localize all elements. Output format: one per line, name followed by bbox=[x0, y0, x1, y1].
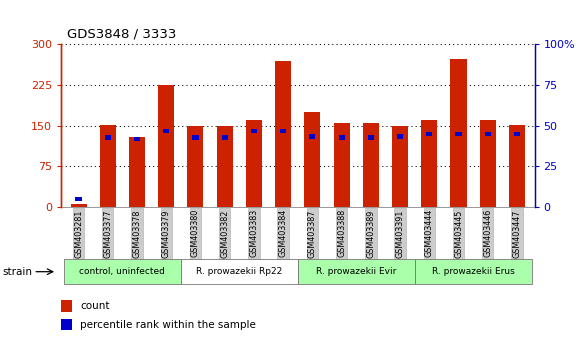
Bar bbox=[297, 259, 415, 284]
Text: control, uninfected: control, uninfected bbox=[80, 267, 166, 276]
Text: percentile rank within the sample: percentile rank within the sample bbox=[80, 320, 256, 330]
Text: strain: strain bbox=[3, 267, 33, 277]
Bar bbox=[397, 135, 403, 139]
Bar bbox=[129, 137, 145, 207]
Text: count: count bbox=[80, 301, 110, 311]
Bar bbox=[485, 132, 491, 136]
Bar bbox=[421, 120, 437, 207]
Bar bbox=[415, 259, 532, 284]
Bar bbox=[339, 136, 345, 140]
Bar bbox=[480, 120, 496, 207]
Text: R. prowazekii Erus: R. prowazekii Erus bbox=[432, 267, 515, 276]
Bar bbox=[76, 197, 81, 201]
Bar bbox=[280, 129, 286, 133]
Bar bbox=[70, 204, 87, 207]
Bar bbox=[221, 136, 228, 140]
Bar bbox=[163, 129, 169, 133]
Bar bbox=[251, 129, 257, 133]
Bar bbox=[158, 85, 174, 207]
Bar bbox=[309, 135, 315, 139]
Bar bbox=[304, 112, 320, 207]
Text: R. prowazekii Evir: R. prowazekii Evir bbox=[316, 267, 396, 276]
Bar bbox=[181, 259, 297, 284]
Bar bbox=[456, 132, 461, 136]
Bar bbox=[134, 137, 140, 141]
Bar bbox=[509, 125, 525, 207]
Bar bbox=[64, 259, 181, 284]
Bar bbox=[333, 123, 350, 207]
Bar bbox=[217, 126, 233, 207]
Text: GDS3848 / 3333: GDS3848 / 3333 bbox=[67, 28, 176, 41]
Bar bbox=[363, 123, 379, 207]
Bar bbox=[61, 319, 72, 330]
Bar bbox=[105, 136, 111, 140]
Bar bbox=[426, 132, 432, 136]
Text: R. prowazekii Rp22: R. prowazekii Rp22 bbox=[196, 267, 282, 276]
Bar bbox=[450, 59, 467, 207]
Bar bbox=[188, 126, 203, 207]
Bar bbox=[246, 120, 262, 207]
Bar bbox=[100, 125, 116, 207]
Bar bbox=[392, 126, 408, 207]
Bar bbox=[368, 136, 374, 140]
Bar bbox=[275, 61, 291, 207]
Bar bbox=[514, 132, 520, 136]
Bar bbox=[192, 136, 199, 140]
Bar bbox=[61, 300, 72, 312]
